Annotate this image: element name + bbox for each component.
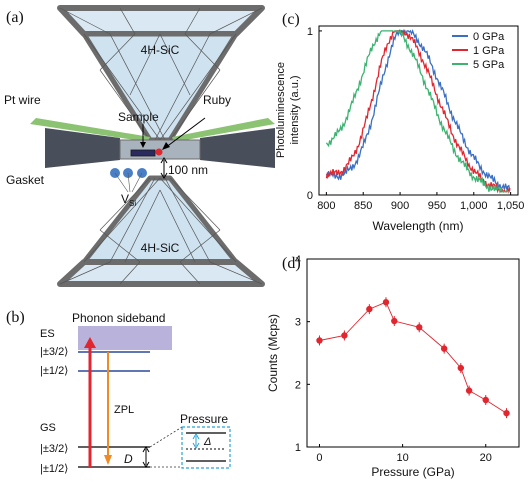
plot-d-ylabel: Counts (Mcps) bbox=[266, 314, 280, 392]
pt-wire-label: Pt wire bbox=[4, 93, 41, 107]
plot-c-xtick-label: 800 bbox=[317, 200, 335, 212]
plot-c-legend-label: 1 GPa bbox=[473, 45, 505, 57]
sample-label: Sample bbox=[118, 110, 159, 124]
plot-c-xlabel: Wavelength (nm) bbox=[373, 219, 464, 233]
plot-d-point bbox=[440, 345, 448, 352]
plot-c-ylabel-line1: Photoluminescence bbox=[275, 62, 287, 158]
sample-layer bbox=[130, 149, 156, 157]
gasket-left bbox=[45, 128, 120, 168]
plot-d-point bbox=[366, 305, 373, 313]
plot-c-xtick-label: 900 bbox=[391, 200, 409, 212]
ruby-particle bbox=[155, 148, 163, 156]
plot-d-ticks: 0 10 20 1 2 3 4 bbox=[295, 254, 492, 464]
plot-d-point bbox=[457, 364, 465, 372]
vsi-label: VSi bbox=[121, 192, 136, 208]
es-12-label: |±1/2⟩ bbox=[40, 365, 68, 377]
panel-d-label: (d) bbox=[282, 255, 301, 272]
plot-d-ytick-label: 4 bbox=[295, 254, 301, 266]
pt-wire-right bbox=[172, 118, 275, 142]
plot-c-xtick-label: 1,000 bbox=[460, 200, 488, 212]
anvil-top-label: 4H-SiC bbox=[141, 43, 180, 57]
plot-c-xtick-label: 950 bbox=[428, 200, 446, 212]
plot-c-legend: 0 GPa 1 GPa 5 GPa bbox=[452, 31, 505, 71]
pressure-label: Pressure bbox=[180, 412, 228, 426]
plot-d-point bbox=[391, 317, 398, 325]
panel-b: (b) Phonon sideband ES |±3/2⟩ |±1/2⟩ GS … bbox=[6, 309, 231, 475]
plot-d-point bbox=[482, 396, 489, 404]
plot-d-ytick-label: 1 bbox=[295, 442, 301, 454]
plot-c-ylabel-line2: intensity (a.u.) bbox=[289, 75, 301, 144]
es-label: ES bbox=[40, 328, 55, 340]
gs-32-label: |±3/2⟩ bbox=[40, 443, 68, 455]
gs-label: GS bbox=[40, 422, 56, 434]
panel-a-label: (a) bbox=[6, 9, 24, 26]
plot-d-point bbox=[382, 299, 390, 306]
plot-c-frame bbox=[318, 25, 519, 196]
plot-c-legend-label: 0 GPa bbox=[473, 31, 505, 43]
plot-d-point bbox=[416, 324, 423, 331]
plot-c-xtick-label: 850 bbox=[354, 200, 372, 212]
thickness-label: 100 nm bbox=[168, 163, 208, 177]
plot-c-ticks: 800 850 900 950 1,000 1,050 0 1 bbox=[307, 26, 525, 212]
ruby-label: Ruby bbox=[203, 93, 231, 107]
plot-d-series bbox=[316, 297, 510, 419]
zpl-label: ZPL bbox=[114, 404, 134, 416]
panel-b-label: (b) bbox=[6, 309, 25, 326]
plot-d-xtick-label: 20 bbox=[480, 452, 492, 464]
plot-d-xtick-label: 10 bbox=[396, 452, 408, 464]
panel-c: (c) 800 850 900 950 1,000 1,050 0 1 0 GPa 1 GPa 5… bbox=[275, 11, 524, 233]
es-32-label: |±3/2⟩ bbox=[40, 346, 68, 358]
plot-d-xtick-label: 0 bbox=[316, 452, 322, 464]
plot-c-ytick-label: 1 bbox=[307, 26, 313, 38]
gasket-label: Gasket bbox=[6, 173, 45, 187]
gs-12-label: |±1/2⟩ bbox=[40, 463, 68, 475]
phonon-sideband-label: Phonon sideband bbox=[72, 311, 165, 325]
plot-d-point bbox=[503, 409, 510, 417]
gasket-right bbox=[200, 128, 275, 168]
plot-d-ytick-label: 2 bbox=[295, 379, 301, 391]
bottom-anvil: 4H-SiC bbox=[57, 175, 265, 287]
plot-c-xtick-label: 1,050 bbox=[497, 200, 525, 212]
pt-wire-left bbox=[30, 118, 150, 142]
d-label: D bbox=[124, 452, 133, 466]
plot-c-legend-label: 5 GPa bbox=[473, 59, 505, 71]
plot-d-ytick-label: 3 bbox=[295, 317, 301, 329]
plot-c-ytick-label: 0 bbox=[307, 190, 313, 202]
panel-d: (d) 0 10 20 1 2 3 4 Pressure (GPa) Counts (Mcp… bbox=[266, 254, 520, 479]
pressure-inset bbox=[181, 426, 231, 469]
plot-c-series bbox=[325, 28, 511, 195]
plot-c-series-2 bbox=[325, 29, 511, 195]
top-anvil: 4H-SiC bbox=[57, 5, 265, 143]
delta-label: Δ bbox=[203, 436, 211, 448]
plot-c-series-1 bbox=[325, 28, 511, 194]
plot-c-series-0 bbox=[325, 28, 511, 191]
plot-d-frame bbox=[306, 258, 520, 448]
anvil-bottom-label: 4H-SiC bbox=[141, 241, 180, 255]
plot-d-point bbox=[341, 332, 348, 339]
plot-d-line bbox=[319, 301, 507, 414]
plot-d-xlabel: Pressure (GPa) bbox=[371, 465, 454, 479]
panel-c-label: (c) bbox=[282, 11, 300, 28]
plot-d-point bbox=[465, 387, 473, 394]
panel-a: (a) 4H-SiC bbox=[4, 5, 275, 287]
plot-d-point bbox=[316, 337, 323, 344]
